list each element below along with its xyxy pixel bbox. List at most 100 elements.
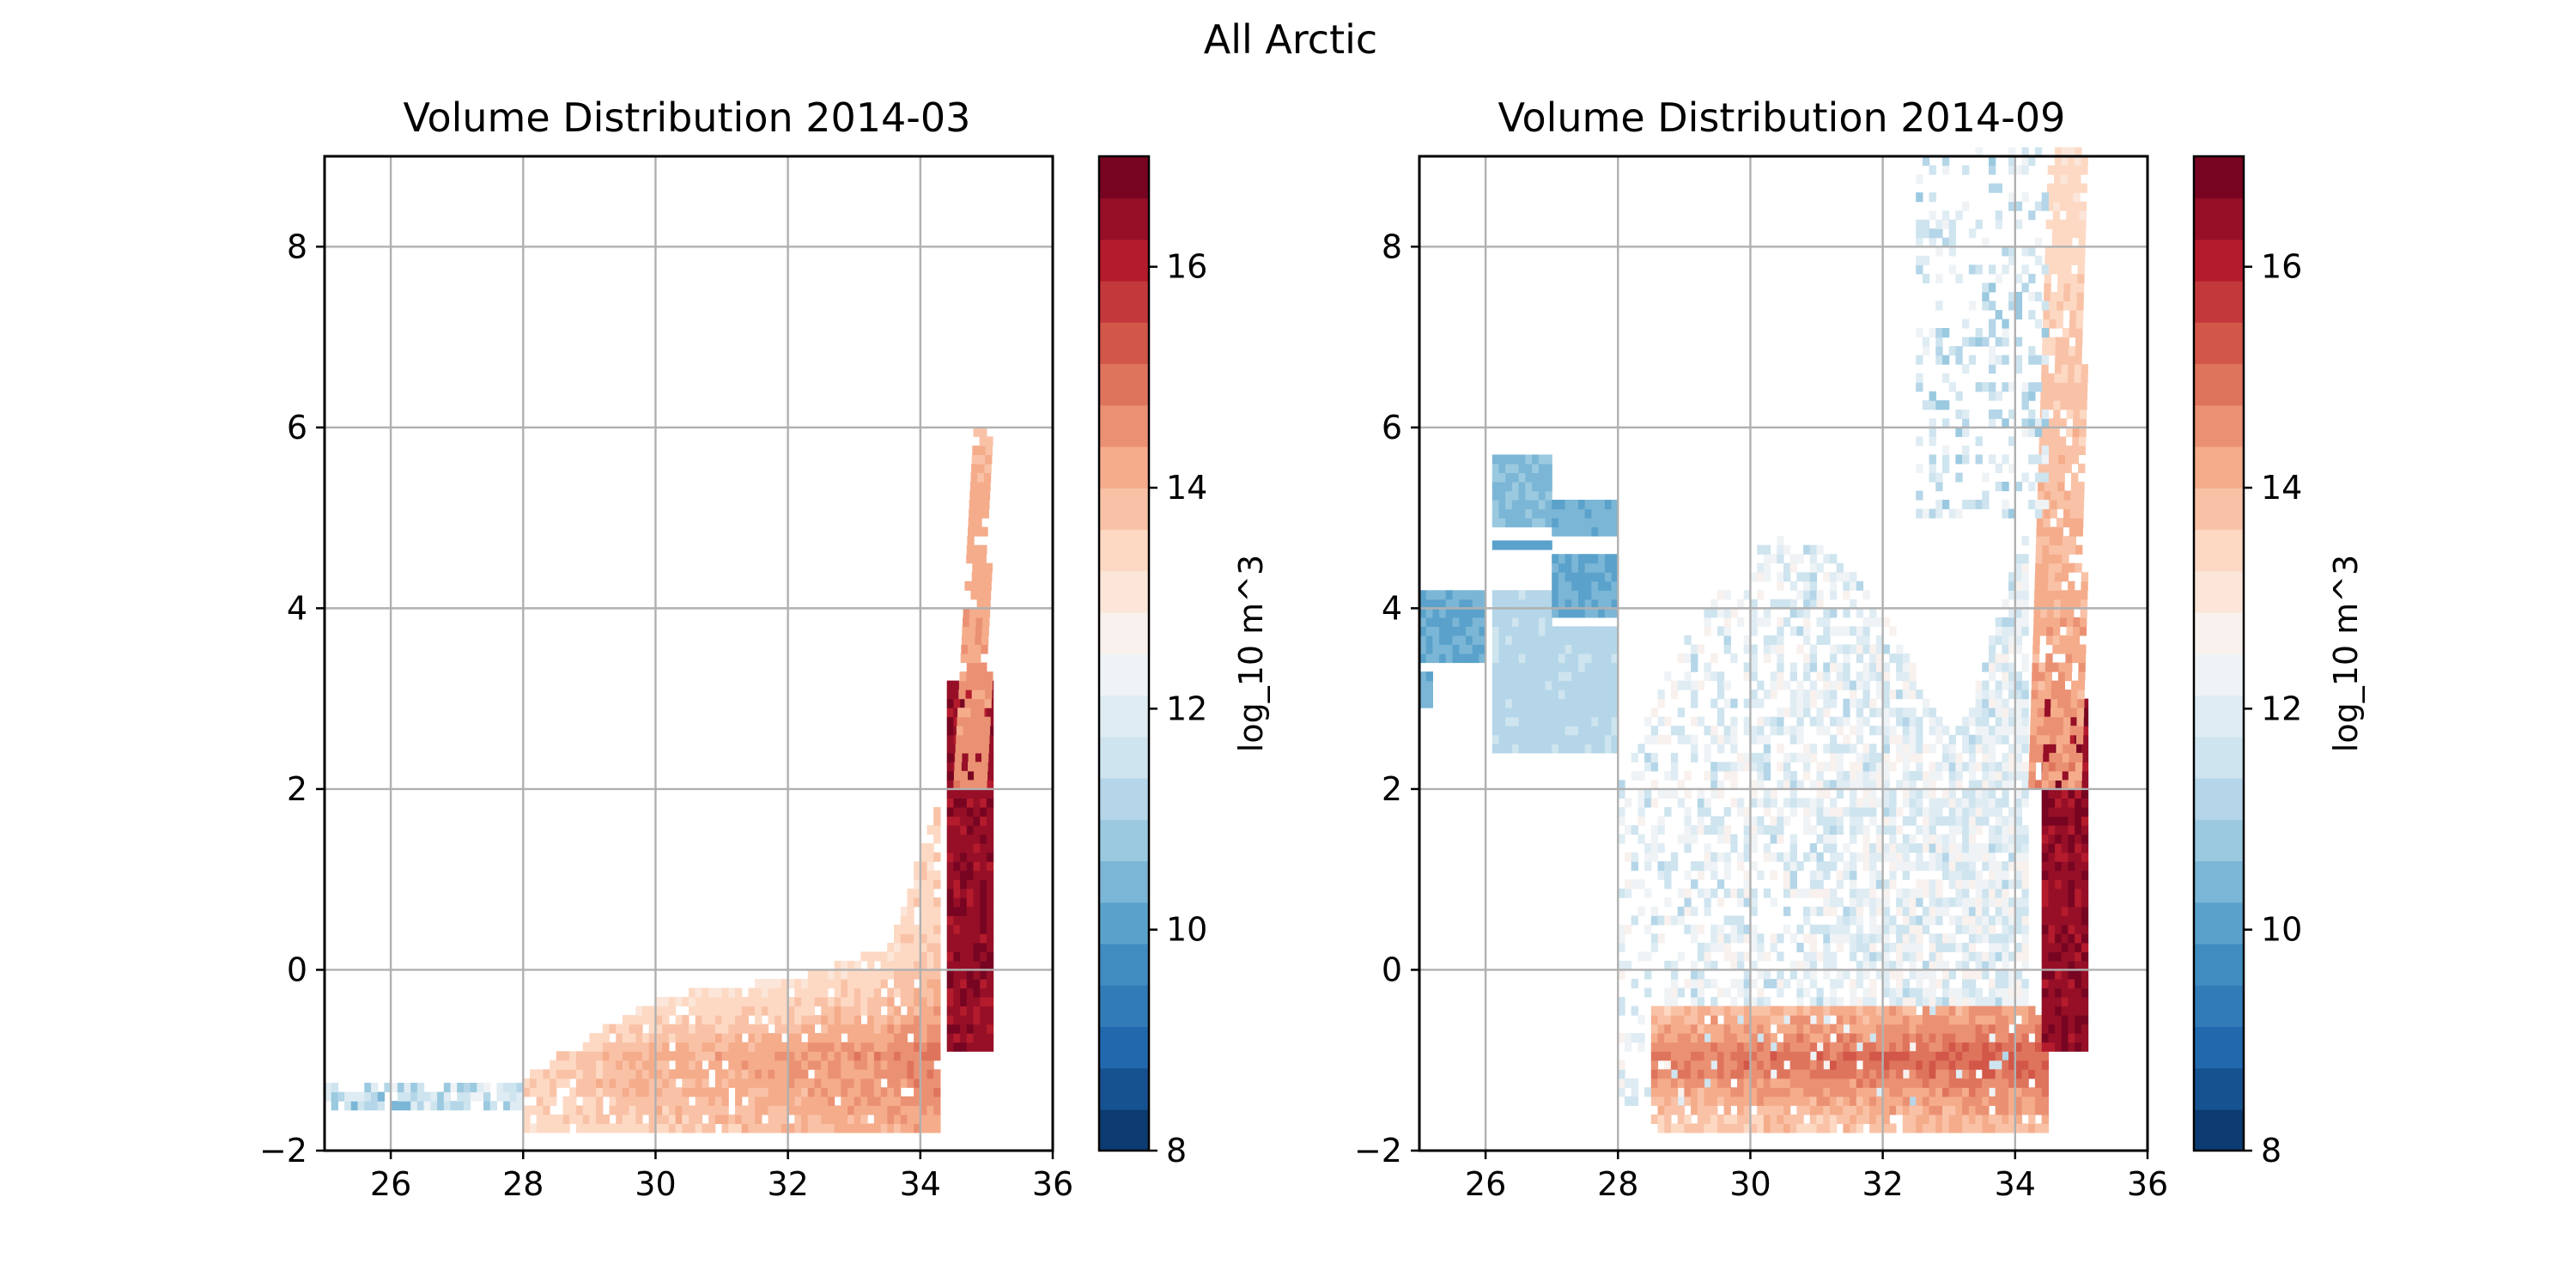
left-heatmap-cell: [946, 726, 954, 736]
left-heatmap-cell: [741, 1123, 749, 1133]
right-heatmap-cell: [1584, 572, 1592, 582]
right-heatmap-cell: [1902, 716, 1911, 726]
left-heatmap-cell: [854, 1069, 861, 1079]
right-heatmap-cell: [1948, 1024, 1956, 1034]
left-heatmap-cell: [714, 1114, 723, 1124]
left-heatmap-cell: [702, 1005, 709, 1016]
right-heatmap-cell: [1975, 1060, 1983, 1070]
left-heatmap-cell: [907, 1051, 914, 1061]
left-heatmap-cell: [946, 861, 954, 872]
right-heatmap-cell: [1432, 635, 1440, 645]
left-heatmap-cell: [966, 671, 974, 682]
right-heatmap-cell: [1578, 644, 1586, 654]
right-heatmap-cell: [1618, 1005, 1625, 1016]
right-heatmap-cell: [1770, 635, 1777, 645]
left-heatmap-cell: [768, 1005, 775, 1016]
left-heatmap-cell: [735, 1024, 743, 1034]
right-heatmap-cell: [1856, 825, 1864, 835]
left-heatmap-cell: [946, 698, 954, 708]
right-heatmap-cell: [1763, 979, 1771, 989]
right-heatmap-cell: [1875, 762, 1884, 772]
right-heatmap-cell: [1518, 608, 1526, 618]
right-heatmap-cell: [1710, 1005, 1718, 1016]
right-heatmap-cell: [1763, 770, 1771, 781]
left-heatmap-cell: [430, 1101, 438, 1111]
right-heatmap-cell: [1843, 1123, 1850, 1133]
right-heatmap-cell: [1869, 770, 1877, 781]
left-heatmap-cell: [978, 454, 986, 465]
right-heatmap-cell: [1598, 734, 1606, 744]
right-heatmap-cell: [1830, 716, 1838, 726]
right-heatmap-cell: [1737, 979, 1745, 989]
left-heatmap-cell: [602, 1042, 611, 1052]
right-heatmap-cell: [1591, 608, 1599, 618]
left-heatmap-cell: [629, 1096, 636, 1106]
left-heatmap-cell: [973, 933, 981, 944]
right-heatmap-cell: [1684, 635, 1692, 645]
right-heatmap-cell: [2014, 580, 2023, 591]
right-heatmap-cell: [1830, 690, 1838, 700]
right-heatmap-cell: [1856, 1114, 1864, 1124]
right-heatmap-cell: [1882, 1087, 1890, 1097]
left-heatmap-cell: [622, 1078, 630, 1088]
right-heatmap-cell: [1909, 951, 1917, 962]
right-heatmap-cell: [1505, 708, 1513, 718]
right-heatmap-cell: [1710, 1078, 1718, 1088]
right-heatmap-cell: [2002, 825, 2009, 835]
left-heatmap-cell: [569, 1096, 577, 1106]
right-heatmap-cell: [1909, 888, 1917, 898]
left-heatmap-cell: [971, 690, 979, 700]
left-heatmap-cell: [986, 436, 993, 447]
right-heatmap-cell: [1777, 671, 1784, 682]
right-heatmap-cell: [1532, 508, 1540, 519]
right-heatmap-cell: [1770, 716, 1777, 726]
right-heatmap-cell: [1498, 598, 1506, 609]
right-heatmap-cell: [1750, 979, 1758, 989]
left-heatmap-cell: [974, 770, 981, 781]
right-heatmap-cell: [1962, 788, 1970, 799]
left-heatmap-cell: [675, 1033, 683, 1043]
right-heatmap-cell: [1598, 671, 1606, 682]
left-heatmap-cell: [841, 1087, 848, 1097]
left-heatmap-cell: [629, 1123, 636, 1133]
left-heatmap-cell: [668, 1123, 677, 1133]
right-heatmap-cell: [1856, 888, 1864, 898]
left-heatmap-cell: [616, 1114, 623, 1124]
right-heatmap-cell: [1770, 942, 1777, 952]
left-heatmap-cell: [648, 1114, 656, 1124]
right-heatmap-cell: [1830, 734, 1838, 744]
left-heatmap-cell: [662, 1005, 670, 1016]
right-heatmap-cell: [2008, 843, 2016, 854]
left-heatmap-cell: [973, 780, 981, 790]
left-heatmap-cell: [695, 987, 702, 998]
left-heatmap-cell: [907, 897, 914, 908]
right-heatmap-cell: [1525, 644, 1533, 654]
right-heatmap-cell: [1757, 1123, 1765, 1133]
right-heatmap-cell: [1796, 572, 1804, 582]
right-heatmap-cell: [1750, 780, 1758, 790]
left-heatmap-cell: [946, 680, 954, 690]
right-heatmap-cell: [2048, 1005, 2056, 1016]
left-heatmap-cell: [907, 906, 914, 916]
left-heatmap-cell: [648, 1005, 656, 1016]
left-heatmap-cell: [443, 1083, 452, 1093]
right-heatmap-cell: [1697, 1051, 1705, 1061]
right-heatmap-cell: [1704, 1024, 1711, 1034]
right-heatmap-cell: [1902, 1015, 1911, 1025]
left-heatmap-cell: [655, 1051, 663, 1061]
right-heatmap-cell: [1598, 626, 1606, 636]
right-heatmap-cell: [1505, 482, 1513, 492]
right-heatmap-cell: [1492, 698, 1500, 708]
left-colorbar-level: [1099, 653, 1149, 696]
right-heatmap-cell: [1875, 690, 1884, 700]
right-heatmap-cell: [1492, 726, 1500, 736]
right-heatmap-cell: [1982, 852, 1990, 862]
left-heatmap-cell: [787, 979, 795, 989]
left-heatmap-cell: [966, 554, 974, 564]
right-heatmap-cell: [1618, 1033, 1625, 1043]
right-heatmap-cell: [1856, 816, 1864, 826]
right-heatmap-cell: [1750, 671, 1758, 682]
right-heatmap-cell: [1796, 680, 1804, 690]
right-heatmap-cell: [2021, 997, 2029, 1007]
right-heatmap-cell: [1479, 653, 1486, 664]
